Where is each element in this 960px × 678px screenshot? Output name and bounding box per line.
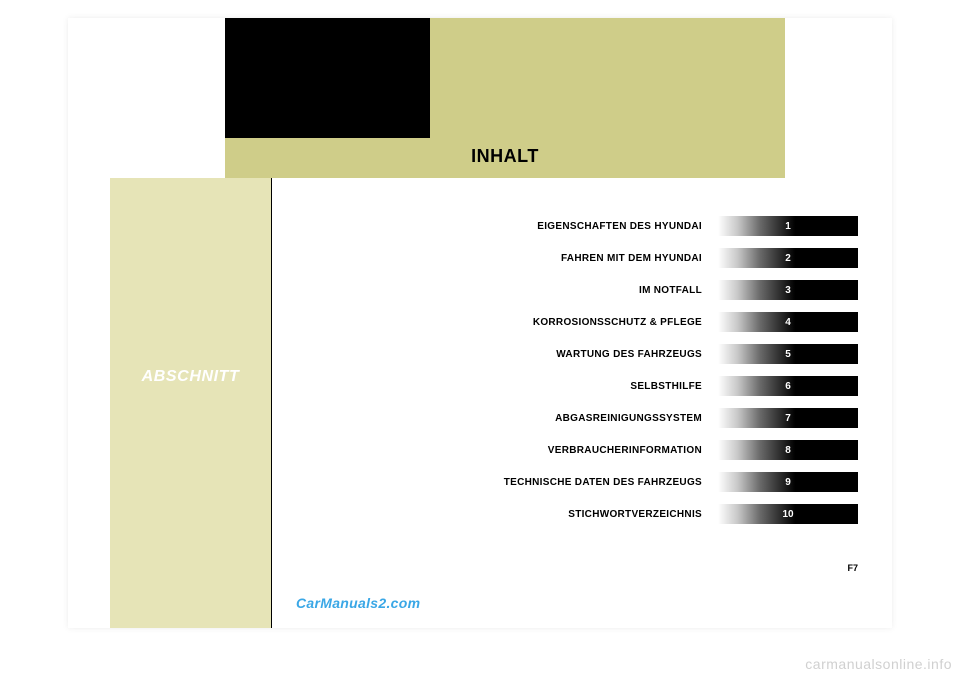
toc-label: EIGENSCHAFTEN DES HYUNDAI — [537, 221, 702, 232]
toc-label: IM NOTFALL — [639, 285, 702, 296]
chapter-number: 1 — [785, 221, 791, 232]
vertical-divider — [271, 178, 272, 628]
manual-page: INHALT ABSCHNITT EIGENSCHAFTEN DES HYUND… — [68, 18, 892, 628]
toc-row: VERBRAUCHERINFORMATION 8 — [328, 440, 858, 460]
chapter-number: 8 — [785, 445, 791, 456]
chapter-tab: 2 — [718, 248, 858, 268]
toc-row: IM NOTFALL 3 — [328, 280, 858, 300]
chapter-tab: 3 — [718, 280, 858, 300]
page-number: F7 — [847, 563, 858, 573]
toc-label: KORROSIONSSCHUTZ & PFLEGE — [533, 317, 702, 328]
toc-label: WARTUNG DES FAHRZEUGS — [556, 349, 702, 360]
chapter-tab: 7 — [718, 408, 858, 428]
toc-label: STICHWORTVERZEICHNIS — [568, 509, 702, 520]
chapter-number: 3 — [785, 285, 791, 296]
chapter-number: 5 — [785, 349, 791, 360]
chapter-number: 4 — [785, 317, 791, 328]
chapter-number: 10 — [782, 509, 793, 520]
chapter-tab: 9 — [718, 472, 858, 492]
toc-label: VERBRAUCHERINFORMATION — [548, 445, 702, 456]
chapter-number: 9 — [785, 477, 791, 488]
toc-row: WARTUNG DES FAHRZEUGS 5 — [328, 344, 858, 364]
table-of-contents: EIGENSCHAFTEN DES HYUNDAI 1 FAHREN MIT D… — [328, 216, 858, 536]
chapter-number: 6 — [785, 381, 791, 392]
toc-row: STICHWORTVERZEICHNIS 10 — [328, 504, 858, 524]
toc-label: ABGASREINIGUNGSSYSTEM — [555, 413, 702, 424]
chapter-number: 7 — [785, 413, 791, 424]
toc-row: TECHNISCHE DATEN DES FAHRZEUGS 9 — [328, 472, 858, 492]
toc-row: SELBSTHILFE 6 — [328, 376, 858, 396]
page-title: INHALT — [225, 146, 785, 167]
chapter-number: 2 — [785, 253, 791, 264]
toc-row: EIGENSCHAFTEN DES HYUNDAI 1 — [328, 216, 858, 236]
toc-row: KORROSIONSSCHUTZ & PFLEGE 4 — [328, 312, 858, 332]
chapter-tab: 10 — [718, 504, 858, 524]
chapter-tab: 6 — [718, 376, 858, 396]
header-black-block — [225, 18, 430, 138]
toc-label: TECHNISCHE DATEN DES FAHRZEUGS — [504, 477, 702, 488]
toc-label: FAHREN MIT DEM HYUNDAI — [561, 253, 702, 264]
chapter-tab: 5 — [718, 344, 858, 364]
chapter-tab: 1 — [718, 216, 858, 236]
watermark-carmanualsonline: carmanualsonline.info — [805, 656, 952, 672]
watermark-carmanuals2: CarManuals2.com — [296, 595, 420, 611]
toc-label: SELBSTHILFE — [630, 381, 702, 392]
chapter-tab: 4 — [718, 312, 858, 332]
section-label: ABSCHNITT — [110, 368, 271, 386]
toc-row: FAHREN MIT DEM HYUNDAI 2 — [328, 248, 858, 268]
toc-row: ABGASREINIGUNGSSYSTEM 7 — [328, 408, 858, 428]
chapter-tab: 8 — [718, 440, 858, 460]
sidebar-khaki-block — [110, 178, 271, 628]
